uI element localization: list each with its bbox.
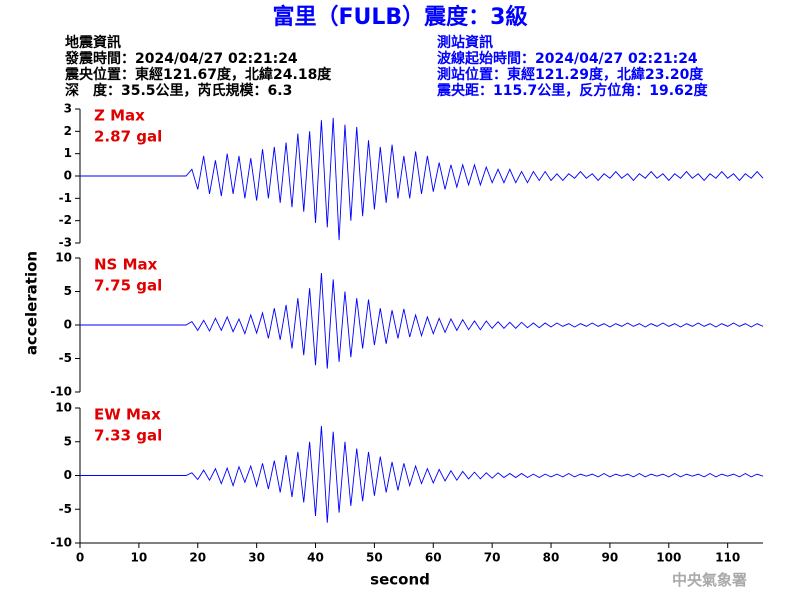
x-tick-label: 60 [425,551,442,565]
info-line: 測站位置：東經121.29度，北緯23.20度 [437,66,704,83]
y-tick-label: 0 [64,468,72,482]
x-tick-label: 40 [307,551,324,565]
info-line: 地震資訊 [65,34,121,51]
max-annotation: EW Max [94,406,161,424]
max-annotation: 7.75 gal [94,277,162,295]
y-tick-label: -3 [59,236,72,250]
y-tick-label: -10 [50,385,72,399]
x-tick-label: 110 [715,551,740,565]
max-annotation: Z Max [94,107,145,125]
info-line: 波線起始時間：2024/04/27 02:21:24 [437,50,698,67]
x-axis-label: second [370,571,430,589]
info-line: 震央位置：東經121.67度，北緯24.18度 [64,66,332,83]
info-line: 震央距：115.7公里，反方位角：19.62度 [436,82,709,99]
y-tick-label: 3 [64,102,72,116]
y-tick-label: 5 [64,434,72,448]
y-tick-label: 0 [64,318,72,332]
x-tick-label: 50 [366,551,383,565]
x-tick-label: 90 [602,551,619,565]
y-tick-label: 0 [64,169,72,183]
y-tick-label: -2 [59,213,72,227]
x-tick-label: 10 [131,551,148,565]
x-tick-label: 30 [248,551,265,565]
y-tick-label: 10 [55,401,72,415]
info-line: 測站資訊 [437,34,493,51]
waveform [80,273,764,369]
x-tick-label: 0 [76,551,84,565]
max-annotation: 7.33 gal [94,427,162,445]
title: 富里（FULB）震度：3級 [273,4,528,30]
info-line: 發震時間：2024/04/27 02:21:24 [64,50,298,67]
y-tick-label: -5 [59,502,72,516]
x-tick-label: 80 [543,551,560,565]
y-tick-label: 5 [64,284,72,298]
y-tick-label: -5 [59,351,72,365]
waveform [80,117,764,241]
x-tick-label: 100 [656,551,681,565]
y-tick-label: 1 [64,146,72,160]
max-annotation: NS Max [94,256,158,274]
waveform [80,425,764,523]
y-tick-label: -10 [50,536,72,550]
y-tick-label: 10 [55,251,72,265]
info-line: 深 度：35.5公里，芮氏規模：6.3 [65,82,292,99]
x-tick-label: 20 [189,551,206,565]
y-axis-label: acceleration [23,251,41,355]
y-tick-label: -1 [59,191,72,205]
y-tick-label: 2 [64,124,72,138]
watermark: 中央氣象署 [672,571,747,589]
max-annotation: 2.87 gal [94,128,162,146]
x-tick-label: 70 [484,551,501,565]
